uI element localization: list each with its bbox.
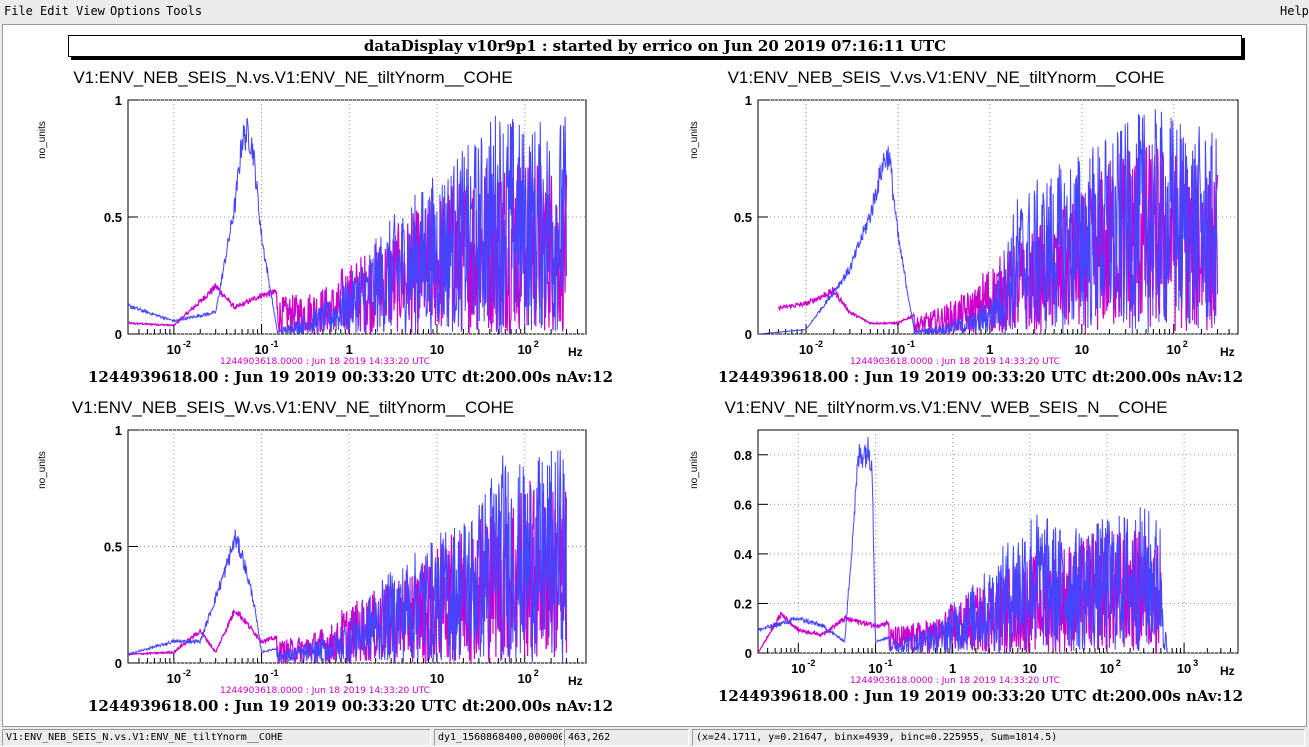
plot-0-time-stamp: 1244939618.00 : Jun 19 2019 00:33:20 UTC… (88, 368, 614, 386)
plot-0-title: V1:ENV_NEB_SEIS_N.vs.V1:ENV_NE_tiltYnorm… (73, 68, 513, 87)
menu-view[interactable]: View (76, 4, 105, 18)
menu-bar: File Edit View Options Tools Help (0, 0, 1309, 22)
plot-1-time-stamp: 1244939618.00 : Jun 19 2019 00:33:20 UTC… (718, 368, 1244, 386)
plot-2-reference-stamp: 1244903618.0000 : Jun 18 2019 14:33:20 U… (220, 686, 430, 696)
menu-help[interactable]: Help (1280, 4, 1309, 18)
status-info: (x=24.1711, y=0.21647, binx=4939, binc=0… (692, 729, 1305, 746)
plot-2-time-stamp: 1244939618.00 : Jun 19 2019 00:33:20 UTC… (88, 697, 614, 715)
status-trace: dy1_1560868400,000000 (434, 729, 563, 746)
plot-0-reference-stamp: 1244903618.0000 : Jun 18 2019 14:33:20 U… (220, 357, 430, 367)
plot-1-title: V1:ENV_NEB_SEIS_V.vs.V1:ENV_NE_tiltYnorm… (727, 68, 1165, 87)
menu-edit[interactable]: Edit (40, 4, 69, 18)
menu-options[interactable]: Options (110, 4, 161, 18)
plot-3-title: V1:ENV_NE_tiltYnorm.vs.V1:ENV_WEB_SEIS_N… (724, 398, 1168, 417)
menu-tools[interactable]: Tools (166, 4, 203, 18)
menu-file[interactable]: File (4, 4, 33, 18)
plot-3-reference-stamp: 1244903618.0000 : Jun 18 2019 14:33:20 U… (850, 676, 1060, 686)
status-object: V1:ENV_NEB_SEIS_N.vs.V1:ENV_NE_tiltYnorm… (2, 729, 431, 746)
plot-2-title: V1:ENV_NEB_SEIS_W.vs.V1:ENV_NE_tiltYnorm… (71, 398, 515, 417)
status-bar: V1:ENV_NEB_SEIS_N.vs.V1:ENV_NE_tiltYnorm… (0, 727, 1309, 747)
status-pixel: 463,262 (564, 729, 689, 746)
plot-3-time-stamp: 1244939618.00 : Jun 19 2019 00:33:20 UTC… (718, 687, 1244, 705)
plot-1-reference-stamp: 1244903618.0000 : Jun 18 2019 14:33:20 U… (850, 357, 1060, 367)
canvas-title: dataDisplay v10r9p1 : started by errico … (68, 35, 1242, 57)
